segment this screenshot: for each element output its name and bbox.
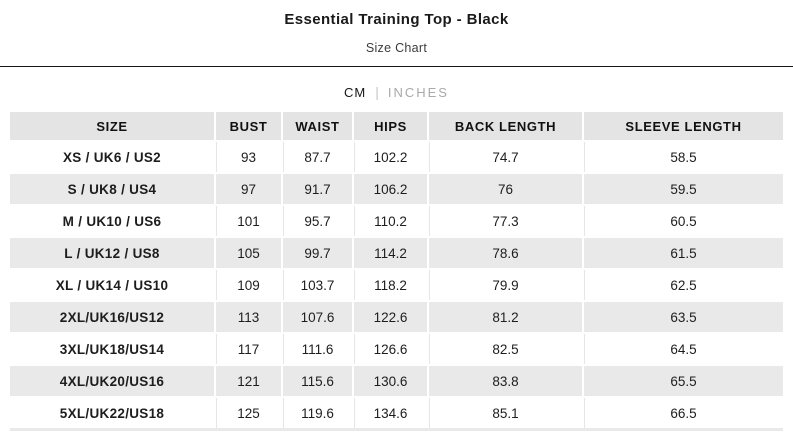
measurement-cell: 111.6: [281, 332, 353, 365]
column-header: BUST: [214, 112, 282, 141]
size-cell: 2XL/UK16/US12: [10, 300, 215, 333]
measurement-cell: 110.2: [352, 204, 428, 237]
measurement-cell: 59.5: [582, 172, 783, 205]
measurement-cell: 122.6: [352, 300, 428, 333]
measurement-cell: 105: [214, 236, 282, 269]
measurement-cell: 126.6: [352, 332, 428, 365]
measurement-cell: 78.6: [427, 236, 583, 269]
measurement-cell: 74.7: [427, 140, 583, 173]
measurement-cell: 81.2: [427, 300, 583, 333]
measurement-cell: 76: [427, 172, 583, 205]
unit-option-inches[interactable]: INCHES: [387, 84, 449, 100]
measurement-cell: 115.6: [281, 364, 353, 397]
measurement-cell: 63.5: [582, 300, 783, 333]
table-row: 4XL/UK20/US16 121 115.6 130.6 83.8 65.5: [10, 364, 783, 397]
column-header: BACK LENGTH: [427, 112, 583, 141]
size-cell: M / UK10 / US6: [10, 204, 215, 237]
table-row: L / UK12 / US8 105 99.7 114.2 78.6 61.5: [10, 236, 783, 269]
measurement-cell: 65.5: [582, 364, 783, 397]
table-row: XL / UK14 / US10 109 103.7 118.2 79.9 62.5: [10, 268, 783, 301]
measurement-cell: 85.1: [427, 396, 583, 431]
measurement-cell: 66.5: [582, 396, 783, 431]
measurement-cell: 79.9: [427, 268, 583, 301]
table-row: S / UK8 / US4 97 91.7 106.2 76 59.5: [10, 172, 783, 205]
measurement-cell: 113: [214, 300, 282, 333]
unit-toggle: CM | INCHES: [0, 84, 793, 100]
size-chart-table: SIZE BUST WAIST HIPS BACK LENGTH SLEEVE LENGT…: [10, 112, 783, 431]
measurement-cell: 62.5: [582, 268, 783, 301]
size-cell: 4XL/UK20/US16: [10, 364, 215, 397]
measurement-cell: 114.2: [352, 236, 428, 269]
measurement-cell: 117: [214, 332, 282, 365]
page-title: Essential Training Top - Black: [284, 11, 509, 28]
measurement-cell: 87.7: [281, 140, 353, 173]
table-row: 3XL/UK18/US14 117 111.6 126.6 82.5 64.5: [10, 332, 783, 365]
unit-option-cm[interactable]: CM: [344, 84, 367, 100]
measurement-cell: 106.2: [352, 172, 428, 205]
measurement-cell: 102.2: [352, 140, 428, 173]
table-header-row: SIZE BUST WAIST HIPS BACK LENGTH SLEEVE LENGT…: [10, 112, 783, 141]
measurement-cell: 58.5: [582, 140, 783, 173]
size-cell: XL / UK14 / US10: [10, 268, 215, 301]
column-header: HIPS: [352, 112, 428, 141]
measurement-cell: 93: [214, 140, 282, 173]
measurement-cell: 97: [214, 172, 282, 205]
column-header: SLEEVE LENGTH: [582, 112, 783, 141]
measurement-cell: 121: [214, 364, 282, 397]
measurement-cell: 119.6: [281, 396, 353, 431]
size-cell: S / UK8 / US4: [10, 172, 215, 205]
measurement-cell: 109: [214, 268, 282, 301]
column-header: SIZE: [10, 112, 215, 141]
measurement-cell: 64.5: [582, 332, 783, 365]
measurement-cell: 91.7: [281, 172, 353, 205]
measurement-cell: 101: [214, 204, 282, 237]
measurement-cell: 99.7: [281, 236, 353, 269]
unit-separator: |: [375, 84, 379, 100]
measurement-cell: 130.6: [352, 364, 428, 397]
size-cell: 3XL/UK18/US14: [10, 332, 215, 365]
measurement-cell: 134.6: [352, 396, 428, 431]
page-subtitle: Size Chart: [365, 41, 428, 55]
header-divider: [0, 66, 793, 67]
measurement-cell: 125: [214, 396, 282, 431]
measurement-cell: 61.5: [582, 236, 783, 269]
size-cell: XS / UK6 / US2: [10, 140, 215, 173]
table-row: XS / UK6 / US2 93 87.7 102.2 74.7 58.5: [10, 140, 783, 173]
measurement-cell: 60.5: [582, 204, 783, 237]
measurement-cell: 107.6: [281, 300, 353, 333]
column-header: WAIST: [281, 112, 353, 141]
table-row: 2XL/UK16/US12 113 107.6 122.6 81.2 63.5: [10, 300, 783, 333]
measurement-cell: 77.3: [427, 204, 583, 237]
measurement-cell: 103.7: [281, 268, 353, 301]
measurement-cell: 118.2: [352, 268, 428, 301]
table-row: M / UK10 / US6 101 95.7 110.2 77.3 60.5: [10, 204, 783, 237]
measurement-cell: 83.8: [427, 364, 583, 397]
size-cell: L / UK12 / US8: [10, 236, 215, 269]
table-body: XS / UK6 / US2 93 87.7 102.2 74.7 58.5 S / UK8…: [10, 140, 783, 431]
size-cell: 5XL/UK22/US18: [10, 396, 215, 431]
measurement-cell: 82.5: [427, 332, 583, 365]
table-row: 5XL/UK22/US18 125 119.6 134.6 85.1 66.5: [10, 396, 783, 431]
measurement-cell: 95.7: [281, 204, 353, 237]
